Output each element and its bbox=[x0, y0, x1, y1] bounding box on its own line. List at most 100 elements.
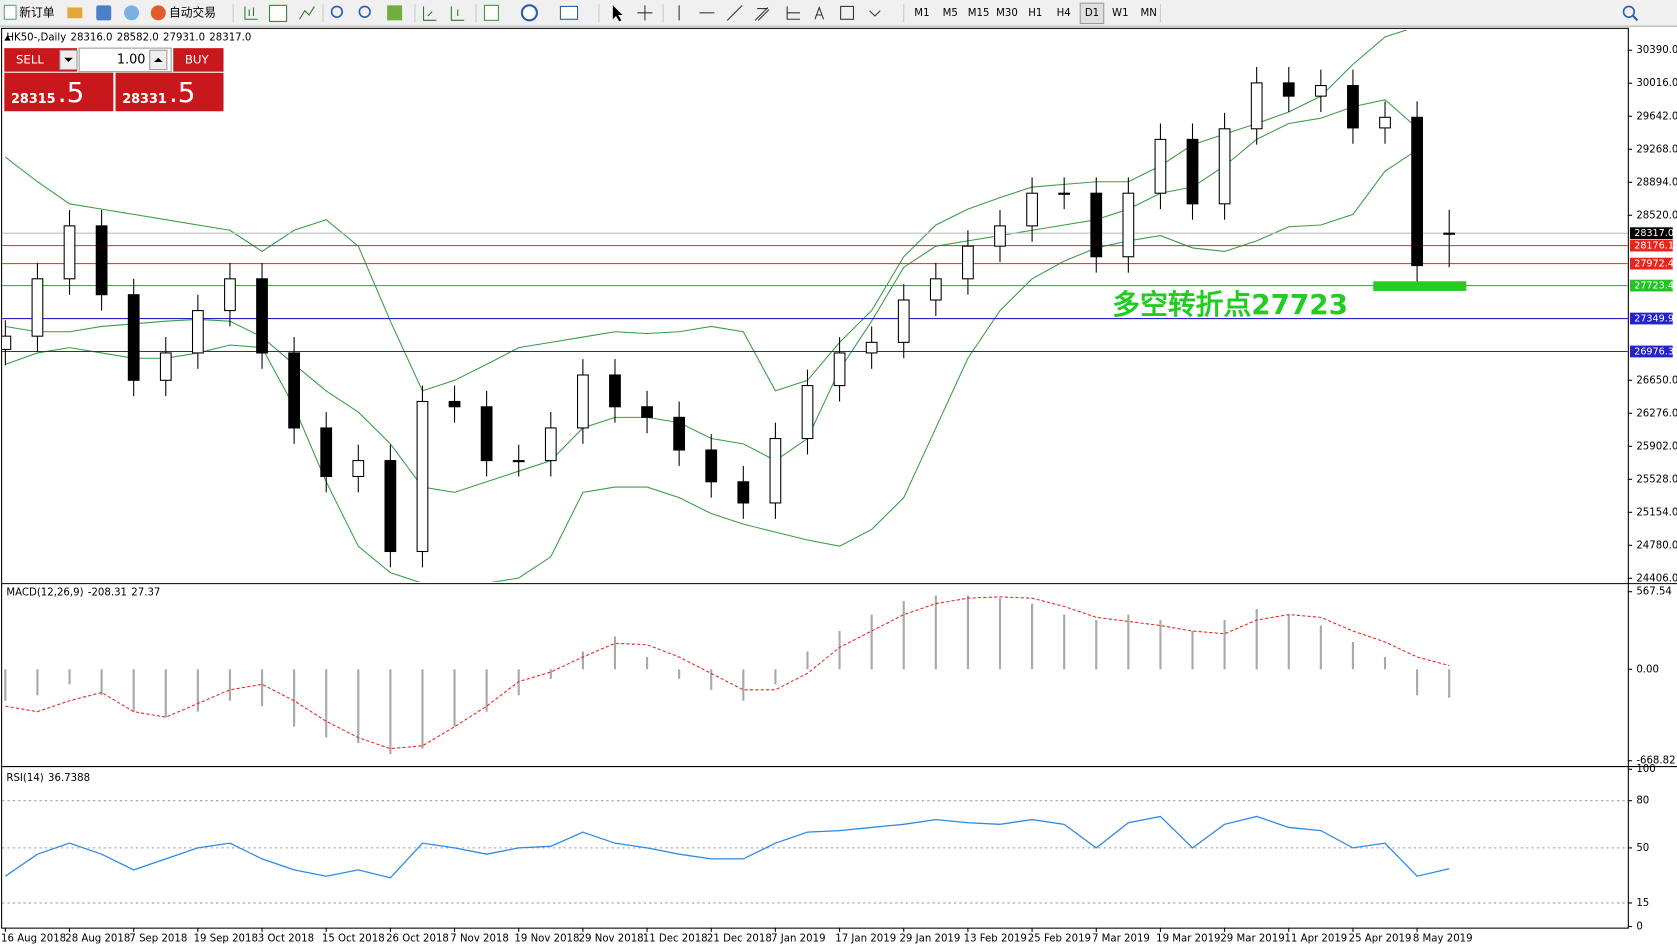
macd-bar bbox=[453, 669, 456, 727]
timeframe-button[interactable]: M15 bbox=[968, 8, 990, 19]
legend-name: MACD(12,26,9) bbox=[6, 588, 83, 599]
buy-price-box[interactable] bbox=[115, 72, 224, 112]
cursor-icon[interactable] bbox=[612, 5, 623, 22]
bollinger-upper bbox=[5, 29, 1409, 392]
sell-price[interactable]: 28315 bbox=[11, 92, 56, 107]
price-label-bg bbox=[1629, 227, 1673, 240]
candle-body bbox=[1282, 82, 1295, 97]
trendline-icon[interactable] bbox=[726, 4, 743, 21]
candle-body bbox=[609, 374, 621, 408]
buy-price[interactable]: 28331 bbox=[122, 92, 167, 107]
price-panel: 多空转折点27723 bbox=[2, 29, 1628, 583]
line-chart-icon[interactable] bbox=[299, 6, 315, 20]
y-tick-label: 567.54 bbox=[1636, 587, 1672, 598]
candle-body bbox=[1154, 138, 1167, 194]
sell-pips[interactable]: .5 bbox=[58, 76, 85, 109]
candle-body bbox=[1411, 116, 1423, 267]
periods-icon[interactable] bbox=[520, 4, 538, 22]
price-label-bg bbox=[1629, 345, 1673, 358]
legend-value: 27931.0 bbox=[163, 32, 205, 43]
indicators-icon[interactable] bbox=[483, 4, 499, 21]
macd-bar bbox=[357, 669, 360, 744]
candle-body bbox=[705, 449, 718, 483]
buy-button[interactable] bbox=[173, 48, 224, 72]
arrows-icon[interactable] bbox=[869, 10, 881, 17]
candle-body bbox=[1314, 85, 1327, 97]
candle-body bbox=[320, 427, 333, 478]
auto-trading[interactable]: 自动交易 bbox=[169, 5, 216, 19]
macd-bar bbox=[902, 600, 905, 670]
timeframe-button[interactable]: M5 bbox=[943, 8, 958, 19]
buy-pips[interactable]: .5 bbox=[169, 76, 196, 109]
autoscroll-icon[interactable] bbox=[422, 6, 437, 21]
crosshair-icon[interactable] bbox=[637, 5, 653, 21]
y-tick-label: 30016.0 bbox=[1636, 78, 1677, 89]
tile-icon[interactable] bbox=[387, 5, 403, 21]
shift-icon[interactable] bbox=[450, 6, 465, 21]
text-icon[interactable] bbox=[814, 5, 825, 20]
sell-price-box[interactable] bbox=[4, 72, 114, 112]
candle-body bbox=[416, 400, 429, 553]
timeframe-button[interactable]: H4 bbox=[1057, 8, 1071, 19]
x-tick-label: 29 Mar 2019 bbox=[1220, 933, 1284, 944]
candle-body bbox=[929, 278, 942, 301]
search-icon[interactable] bbox=[1632, 15, 1639, 22]
toolbar-icon[interactable] bbox=[67, 7, 83, 19]
legend-value: 36.7388 bbox=[48, 773, 90, 784]
bar-chart-icon[interactable] bbox=[244, 6, 258, 20]
macd-bar bbox=[196, 669, 199, 712]
sell-button[interactable] bbox=[4, 48, 78, 72]
new-order-icon[interactable] bbox=[3, 4, 17, 20]
x-tick-label: 25 Apr 2019 bbox=[1349, 933, 1412, 944]
lots-value[interactable]: 1.00 bbox=[117, 52, 146, 67]
zoom-out-icon[interactable] bbox=[358, 5, 371, 18]
lots-field[interactable] bbox=[78, 47, 172, 73]
zoom-in-icon[interactable] bbox=[330, 5, 344, 18]
sell-label[interactable]: SELL bbox=[16, 52, 44, 66]
x-tick-label: 17 Jan 2019 bbox=[835, 933, 896, 944]
candle-body bbox=[1379, 116, 1391, 129]
macd-bar bbox=[998, 598, 1002, 670]
candle-body bbox=[288, 352, 300, 429]
macd-bar bbox=[870, 614, 873, 670]
candle-body bbox=[544, 427, 557, 462]
candle-icon[interactable] bbox=[268, 4, 288, 22]
rsi-panel bbox=[2, 800, 1628, 904]
timeframe-button[interactable]: W1 bbox=[1112, 8, 1129, 19]
timeframe-button[interactable]: D1 bbox=[1085, 8, 1099, 19]
candle-body bbox=[1090, 192, 1103, 258]
indicator-legend: RSI(14) 36.7388 bbox=[6, 773, 90, 784]
toolbar-icon[interactable] bbox=[96, 5, 112, 21]
trade-panel: SELL 1.00 BUY 28315 .5 28331 .5 bbox=[4, 47, 224, 112]
y-tick-label: 50 bbox=[1636, 843, 1649, 854]
search-icon[interactable] bbox=[1622, 5, 1636, 18]
macd-bar bbox=[132, 669, 135, 712]
indicator-legend: MACD(12,26,9) -208.31 27.37 bbox=[6, 588, 160, 599]
new-order[interactable]: 新订单 bbox=[19, 5, 54, 19]
timeframe-button[interactable]: H1 bbox=[1028, 8, 1042, 19]
timeframe-button[interactable]: MN bbox=[1140, 8, 1156, 19]
y-tick-label: 25902.0 bbox=[1636, 441, 1677, 452]
candle-body bbox=[95, 225, 108, 296]
candle-body bbox=[865, 341, 878, 354]
y-tick-label: 26276.0 bbox=[1636, 408, 1677, 419]
toolbar: 新订单 自动交易 M1 M5 M15 M30 H1 H4 D1 W1 MN bbox=[0, 0, 1677, 27]
candle-body bbox=[256, 278, 268, 354]
timeframe-button[interactable]: M30 bbox=[996, 8, 1018, 19]
channel-icon[interactable] bbox=[754, 7, 770, 21]
y-tick-label: 26650.0 bbox=[1636, 375, 1677, 386]
price-label-bg bbox=[1629, 312, 1673, 325]
label-icon[interactable] bbox=[840, 5, 855, 20]
buy-label[interactable]: BUY bbox=[185, 52, 210, 66]
candle-body bbox=[159, 352, 172, 381]
auto-trading-icon[interactable] bbox=[150, 5, 166, 21]
macd-bar bbox=[1416, 669, 1419, 696]
up-arrow bbox=[154, 57, 163, 63]
timeframe-button[interactable]: M1 bbox=[914, 8, 929, 19]
templates-icon[interactable] bbox=[559, 5, 579, 20]
toolbar-icon[interactable] bbox=[124, 5, 140, 21]
fibo-icon[interactable] bbox=[786, 6, 800, 20]
x-tick-label: 7 Nov 2018 bbox=[450, 933, 509, 944]
y-tick-label: 28520.0 bbox=[1636, 210, 1677, 221]
